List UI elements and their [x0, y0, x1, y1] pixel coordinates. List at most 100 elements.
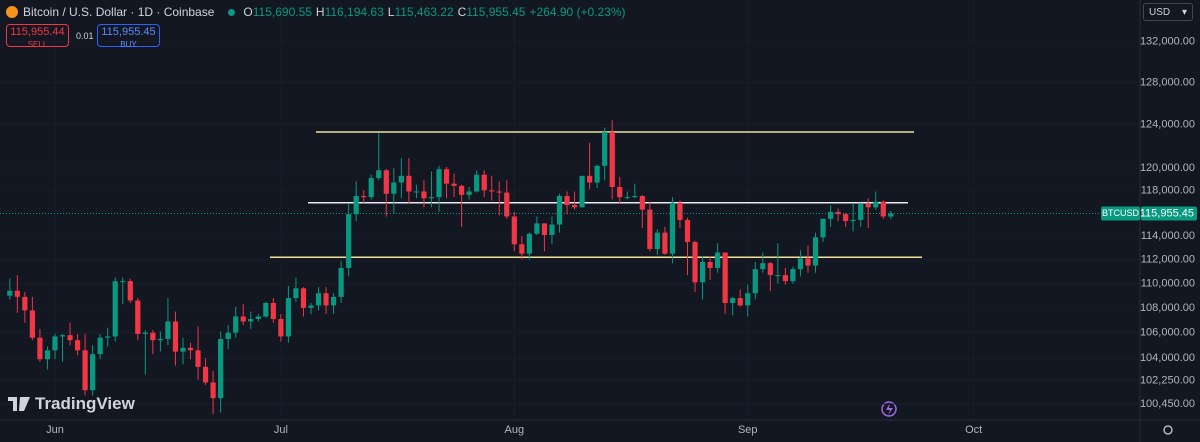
candle-body	[225, 332, 231, 339]
candle-body	[707, 261, 713, 268]
candle-body	[519, 244, 525, 254]
candle-body	[112, 281, 118, 337]
candle-body	[308, 305, 314, 308]
spread: 0.01	[76, 31, 94, 41]
candle-body	[383, 170, 389, 194]
candle-body	[564, 195, 570, 206]
candle-body	[767, 263, 773, 276]
candle-body	[391, 182, 397, 194]
buy-label: BUY	[120, 40, 137, 49]
candle-body	[421, 191, 427, 199]
y-tick-label: 112,000.00	[1141, 254, 1195, 266]
ohlc-value: 116,194.63	[324, 5, 384, 19]
candle-body	[692, 241, 698, 283]
candle-body	[587, 175, 593, 183]
btc-icon	[6, 6, 18, 18]
candle-body	[255, 316, 261, 319]
currency-select[interactable]: USD ▾	[1143, 3, 1193, 21]
candle-body	[496, 191, 502, 193]
candle-body	[135, 300, 141, 334]
candle-body	[775, 275, 781, 277]
y-tick-label: 100,450.00	[1140, 398, 1195, 410]
candle-body	[443, 169, 450, 184]
candle-body	[760, 263, 766, 270]
candle-body	[323, 293, 329, 306]
candle-body	[142, 332, 148, 334]
x-tick-label: Sep	[738, 424, 758, 436]
candle-body	[624, 197, 630, 199]
candle-body	[300, 288, 307, 308]
candle-body	[233, 316, 239, 333]
candle-body	[662, 232, 668, 254]
candle-body	[474, 174, 480, 192]
candle-body	[37, 337, 43, 360]
ohlc-key: C	[457, 5, 467, 19]
candle-body	[654, 232, 660, 249]
price-tag	[1141, 206, 1197, 221]
symbol-tag	[1101, 206, 1140, 221]
candle-body	[865, 203, 871, 208]
candle-body	[90, 354, 96, 391]
brand: TradingView	[8, 394, 135, 414]
candle-body	[579, 175, 585, 208]
candle-body	[105, 336, 111, 338]
market-status	[228, 8, 236, 16]
candle-body	[782, 275, 788, 282]
candle-body	[617, 186, 623, 198]
buy-button[interactable]: 115,955.45 BUY	[97, 24, 160, 49]
candle-body	[602, 132, 608, 166]
sell-button[interactable]: 115,955.44 SELL	[6, 24, 69, 49]
lightning-icon[interactable]	[881, 401, 897, 417]
candle-body	[361, 195, 367, 198]
candle-body	[481, 174, 487, 191]
brand-logo	[8, 397, 30, 411]
candle-body	[609, 132, 615, 187]
y-tick-label: 104,000.00	[1140, 352, 1195, 364]
candle-body	[820, 218, 826, 238]
candle-body	[888, 213, 894, 217]
sell-price: 115,955.44	[10, 26, 65, 38]
candle-body	[346, 214, 352, 268]
candle-body	[850, 219, 856, 222]
candle-body	[210, 382, 216, 399]
candle-body	[157, 338, 163, 341]
y-tick-label: 124,000.00	[1140, 118, 1195, 130]
candle-body	[44, 350, 51, 360]
candle-body	[240, 316, 246, 322]
candle-body	[730, 298, 736, 303]
candle-body	[7, 290, 13, 296]
candle-body	[248, 318, 254, 322]
candle-body	[29, 310, 35, 338]
x-tick-label: Aug	[505, 424, 525, 436]
settings-icon[interactable]	[1163, 425, 1173, 435]
candle-body	[677, 202, 683, 220]
symbol-title[interactable]: Bitcoin / U.S. Dollar · 1D · Coinbase	[23, 5, 215, 19]
candle-body	[812, 237, 819, 266]
ohlc-key: L	[387, 5, 395, 19]
candle-body	[511, 216, 517, 245]
y-tick-label: 102,250.00	[1140, 374, 1195, 386]
candle-body	[428, 197, 435, 199]
candle-body	[376, 170, 382, 179]
candle-body	[526, 233, 532, 254]
candle-body	[466, 191, 472, 195]
ohlc-key: H	[315, 5, 325, 19]
candle-body	[858, 203, 864, 220]
y-tick-label: 106,000.00	[1140, 327, 1195, 339]
y-tick-label: 128,000.00	[1140, 76, 1195, 88]
candle-body	[263, 302, 269, 317]
candle-body	[805, 258, 811, 266]
candle-body	[338, 267, 344, 297]
logo-shape	[8, 397, 30, 411]
candle-body	[790, 269, 796, 282]
candle-body	[278, 318, 284, 337]
candle-body	[722, 252, 728, 303]
change: +264.90 (+0.23%)	[529, 5, 626, 19]
candle-body	[639, 195, 645, 210]
candle-body	[120, 281, 126, 283]
candle-body	[59, 335, 66, 337]
